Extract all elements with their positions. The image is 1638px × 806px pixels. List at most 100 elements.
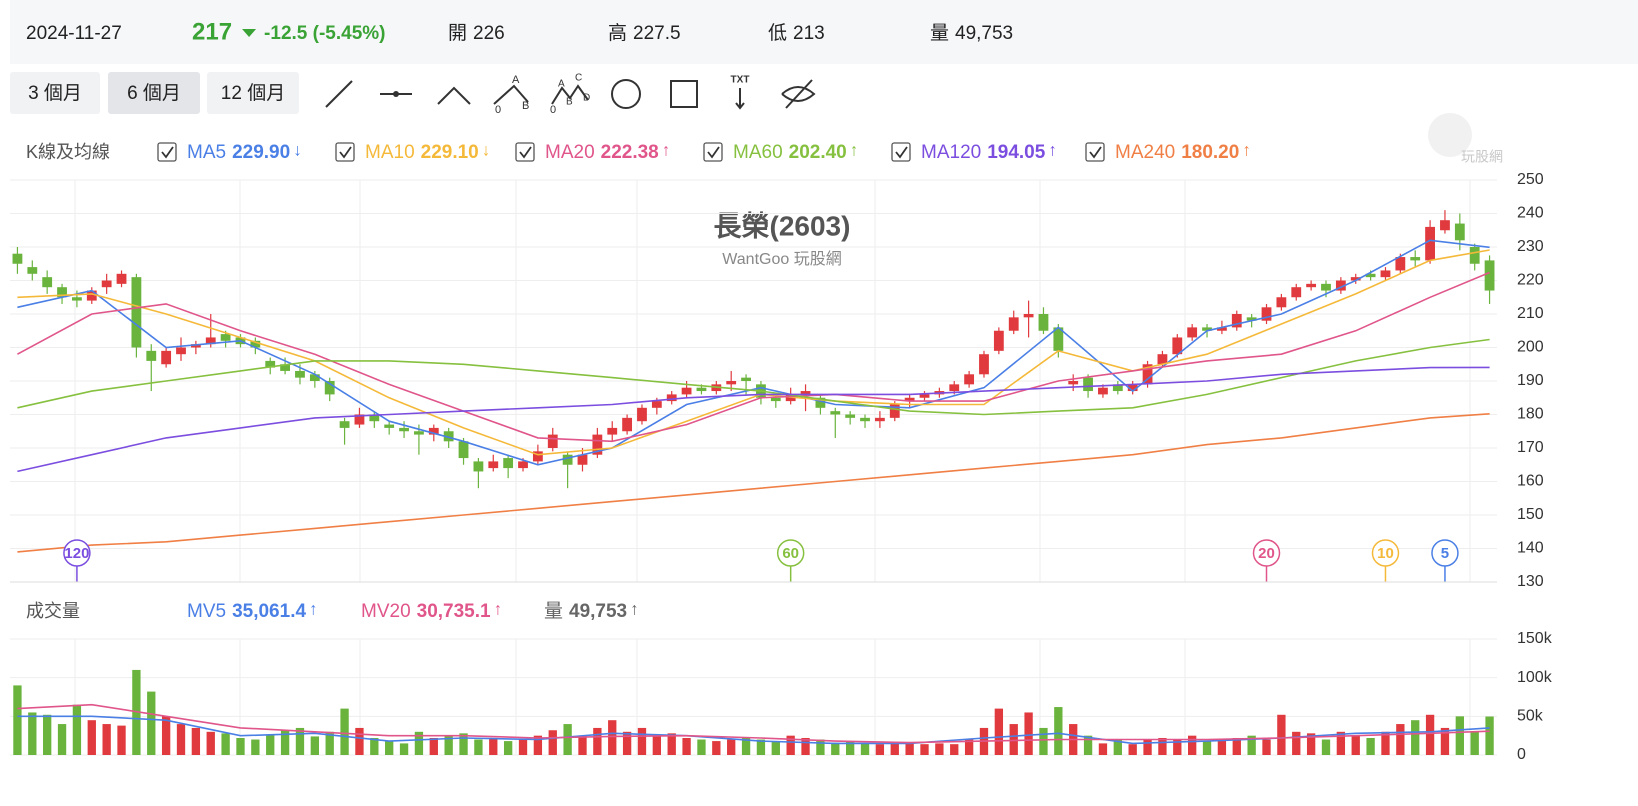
candle-body [488,461,499,469]
change-arrow [242,29,257,37]
tool-circle[interactable] [611,79,641,109]
volume-bar [1158,737,1167,755]
ma-line [17,413,1490,553]
candle-body [904,397,915,402]
volume-bar [1173,739,1182,755]
volume-bar [860,743,870,755]
marker-label: 120 [64,545,89,562]
volume-bar [697,739,706,755]
candle-body [220,334,231,341]
stat-value: 49,753 [955,23,1013,44]
candle-body [1098,387,1108,395]
tool-rect[interactable] [670,80,698,108]
volume-bar [682,737,691,755]
candle-body [830,411,841,415]
volume-bar [1425,714,1435,755]
range-button-label[interactable]: 3 個月 [28,82,82,104]
volume-bar [72,704,82,755]
volume-bar [652,735,662,755]
tool-angle[interactable] [437,86,471,105]
candle-body [696,387,707,392]
volume-bar [1336,731,1346,755]
legend-trend: ↑ [309,599,318,618]
candle-body [1202,327,1212,331]
volume-bar [251,739,260,755]
candle-body [1187,327,1198,338]
volume-bar [920,744,929,755]
marker [1371,539,1400,567]
legend-checkbox[interactable] [515,142,535,162]
volume-bar [236,737,245,755]
candle-body [1142,364,1153,385]
y-tick-label: 130 [1517,573,1544,590]
volume-bar [1128,744,1137,755]
volume-bar [206,731,215,755]
volume-bar [950,744,959,755]
candle-body [295,370,305,378]
range-button-label[interactable]: 12 個月 [221,82,285,104]
legend-value: 229.90 [232,142,290,163]
legend-check [519,146,532,159]
tool-line[interactable] [325,80,353,108]
legend-checkbox[interactable] [891,142,911,162]
volume-bar [994,708,1004,755]
legend-value: 229.10 [421,142,479,163]
range-button-label[interactable]: 6 個月 [127,82,181,104]
tool-letter: B [522,100,529,112]
candle-body [1276,297,1287,308]
candle-body [1112,384,1123,392]
volume-bar [1098,743,1108,755]
range-button[interactable] [207,72,299,114]
volume-bar [161,716,171,755]
candle-body [1484,260,1495,291]
candle-body [622,417,633,432]
ma-line [17,703,1490,744]
stat-label: 高 [608,22,627,44]
tool-hide[interactable] [781,79,816,109]
volume-bar [1292,731,1301,755]
candle-body [42,277,53,288]
candle-body [726,381,737,385]
candle-body [607,427,618,435]
candle-body [964,374,975,385]
candle-body [72,297,82,301]
volume-bar [503,741,513,755]
tool-abcd[interactable] [551,84,589,105]
candle-body [1246,317,1257,321]
volume-bar [756,739,766,755]
candle-body [1216,327,1227,331]
volume-bar [1470,731,1479,755]
tool-letter: D [583,93,590,104]
legend-checkbox[interactable] [703,142,723,162]
legend-checkbox[interactable] [1085,142,1105,162]
tool-abc[interactable] [493,84,529,105]
volume-bar [964,739,974,755]
range-button[interactable] [108,72,200,114]
volume-bar [399,743,409,755]
marker-label: 60 [782,545,799,562]
volume-bar [310,736,319,755]
legend-trend: ↓ [482,140,491,159]
volume-bar [816,739,825,755]
legend-checkbox[interactable] [335,142,355,162]
range-button[interactable] [10,72,100,114]
candle-body [146,350,157,361]
legend-checkbox[interactable] [157,142,177,162]
legend-name: MA10 [365,142,415,163]
volume-bar [1188,735,1197,755]
y-tick-label: 160 [1517,473,1544,490]
volume-bar [13,685,22,755]
volume-bar [518,739,528,755]
chart-title: 長榮(2603) [714,210,851,241]
volume-bar [474,739,483,755]
marker-label: 20 [1258,545,1275,562]
legend-name: MV5 [187,601,226,622]
legend-value: 30,735.1 [417,601,491,622]
toolbar-tools[interactable]: 0 A B 0 A B C D TXT [325,73,816,116]
volume-bar [727,739,736,755]
date: 2024-11-27 [26,23,122,44]
candle-body [1291,287,1302,298]
price: 217 [192,18,232,45]
candle-body [532,451,543,462]
legend-trend: ↑ [1242,140,1251,159]
